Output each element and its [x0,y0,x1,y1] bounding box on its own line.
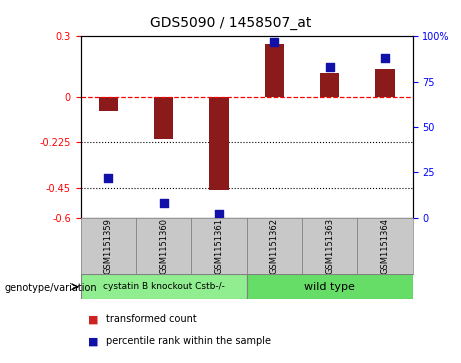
Text: wild type: wild type [304,282,355,292]
Bar [99,97,118,111]
Text: ■: ■ [88,336,98,346]
Text: percentile rank within the sample: percentile rank within the sample [106,336,271,346]
Bar [375,69,395,97]
Text: GSM1151362: GSM1151362 [270,218,279,274]
Text: transformed count: transformed count [106,314,197,325]
Point [215,211,223,217]
Point [271,39,278,45]
Point [326,64,333,70]
Text: genotype/variation: genotype/variation [5,283,97,293]
Bar [209,97,229,189]
Text: GSM1151359: GSM1151359 [104,218,113,274]
Point [160,200,167,206]
Text: GDS5090 / 1458507_at: GDS5090 / 1458507_at [150,16,311,30]
Text: GSM1151363: GSM1151363 [325,218,334,274]
Bar [247,274,413,299]
Bar [154,97,173,139]
Text: cystatin B knockout Cstb-/-: cystatin B knockout Cstb-/- [103,282,225,291]
Text: GSM1151361: GSM1151361 [214,218,224,274]
Text: GSM1151360: GSM1151360 [159,218,168,274]
Point [105,175,112,181]
Bar [81,274,247,299]
Text: ■: ■ [88,314,98,325]
Bar [265,44,284,97]
Text: GSM1151364: GSM1151364 [380,218,390,274]
Bar [320,73,339,97]
Point [381,55,389,61]
